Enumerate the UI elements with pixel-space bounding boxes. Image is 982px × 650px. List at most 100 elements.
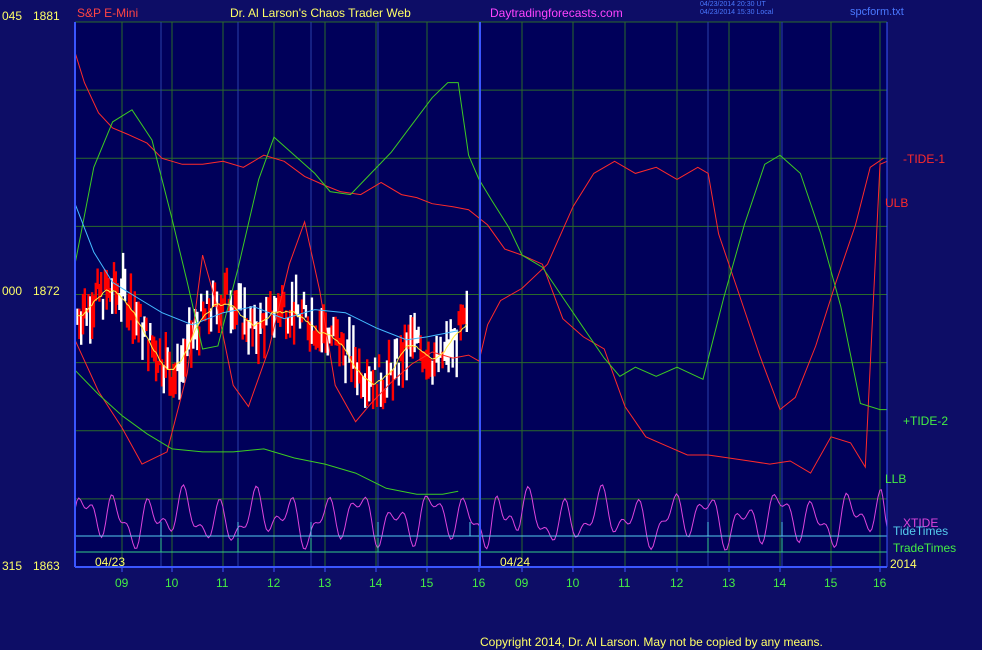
price-bar (320, 307, 323, 353)
price-bar (368, 366, 371, 402)
x-hour-tick-label: 09 (515, 576, 529, 590)
price-bar (336, 319, 339, 346)
price-bar (413, 312, 416, 353)
price-bar (249, 306, 252, 329)
price-bar (247, 320, 250, 355)
price-bar (269, 291, 272, 313)
date-label-second: 04/24 (500, 555, 531, 569)
price-bar (459, 304, 462, 341)
price-bar (207, 298, 211, 335)
price-bar (294, 274, 298, 314)
series-label-xtide: XTIDE (903, 516, 939, 530)
price-bar (103, 269, 107, 291)
series-label-tradetimes: TradeTimes (893, 541, 957, 555)
price-bar (76, 308, 79, 325)
instrument-label: S&P E-Mini (77, 6, 139, 20)
price-bar (172, 363, 175, 398)
price-bar (241, 322, 244, 340)
price-bar (267, 297, 270, 313)
price-bar (344, 355, 347, 384)
price-bar (143, 316, 146, 337)
price-bar (453, 328, 456, 341)
price-bar (441, 351, 444, 369)
price-bar (425, 349, 428, 380)
price-bar (109, 288, 112, 302)
price-bar (166, 347, 169, 370)
price-bar (271, 310, 274, 336)
price-bar (213, 282, 217, 307)
price-bar (131, 310, 134, 344)
price-bar (112, 262, 116, 291)
chart-title: Dr. Al Larson's Chaos Trader Web (230, 6, 411, 20)
price-bar (302, 291, 306, 310)
price-bar (85, 308, 88, 326)
price-bar (350, 356, 353, 383)
price-bar (200, 293, 203, 312)
price-bar (375, 384, 379, 407)
price-bar (449, 319, 452, 358)
price-bar (332, 316, 335, 337)
price-bar (338, 337, 341, 367)
fast-ma-line (77, 289, 468, 386)
llb-line (74, 369, 459, 495)
price-bar (288, 309, 292, 338)
x-hour-tick-label: 16 (873, 576, 887, 590)
price-bar (411, 317, 414, 359)
price-bar (229, 290, 233, 334)
y-label-mid-price: 1872 (33, 284, 60, 298)
price-bar (123, 268, 127, 302)
price-bar (147, 339, 150, 372)
price-bar (419, 335, 422, 362)
y-label-top-left: 045 (2, 9, 23, 23)
timestamp-local: 04/23/2014 15:30 Local (700, 9, 774, 16)
price-bar (290, 281, 294, 326)
price-bar (429, 358, 432, 377)
price-bar (371, 369, 375, 410)
price-bar (263, 312, 266, 359)
x-hour-tick-label: 11 (618, 576, 631, 590)
price-bar (209, 308, 213, 332)
price-bar (455, 329, 458, 378)
price-bar (180, 345, 183, 382)
price-bar (168, 351, 171, 396)
x-hour-tick-label: 15 (420, 576, 434, 590)
x-hour-tick-label: 16 (472, 576, 486, 590)
price-bar (174, 362, 177, 395)
price-bar (360, 372, 363, 399)
price-bar (243, 287, 246, 335)
price-bar (100, 272, 103, 297)
copyright-notice: Copyright 2014, Dr. Al Larson. May not b… (480, 635, 823, 649)
price-bar (257, 322, 260, 365)
price-bar (451, 329, 454, 368)
price-bar (275, 297, 278, 312)
price-bars (76, 252, 468, 410)
price-bar (379, 372, 383, 407)
price-bar (80, 311, 83, 345)
series-label-ulb: ULB (885, 196, 909, 210)
price-bar (283, 291, 286, 308)
x-hour-tick-label: 11 (216, 576, 229, 590)
price-bar (308, 321, 312, 352)
price-bar (78, 308, 81, 340)
price-bar (397, 362, 400, 386)
price-bar (182, 338, 185, 383)
site-link[interactable]: Daytradingforecasts.com (490, 6, 623, 20)
x-hour-tick-label: 12 (670, 576, 684, 590)
price-bar (194, 309, 197, 340)
price-bar (83, 288, 86, 319)
price-bar (437, 354, 440, 373)
x-axis-hour-ticks (121, 567, 881, 572)
price-bar (334, 316, 337, 346)
price-bar (98, 284, 101, 302)
price-bar (415, 329, 418, 344)
price-bar (463, 307, 466, 325)
price-bar (314, 325, 317, 350)
tide2-line (74, 82, 887, 411)
price-bar (304, 305, 308, 318)
price-bar (439, 336, 442, 358)
x-hour-tick-label: 10 (566, 576, 580, 590)
price-bar (176, 343, 179, 372)
price-bar (465, 290, 468, 332)
price-bar (409, 315, 412, 357)
price-bar (324, 312, 327, 353)
